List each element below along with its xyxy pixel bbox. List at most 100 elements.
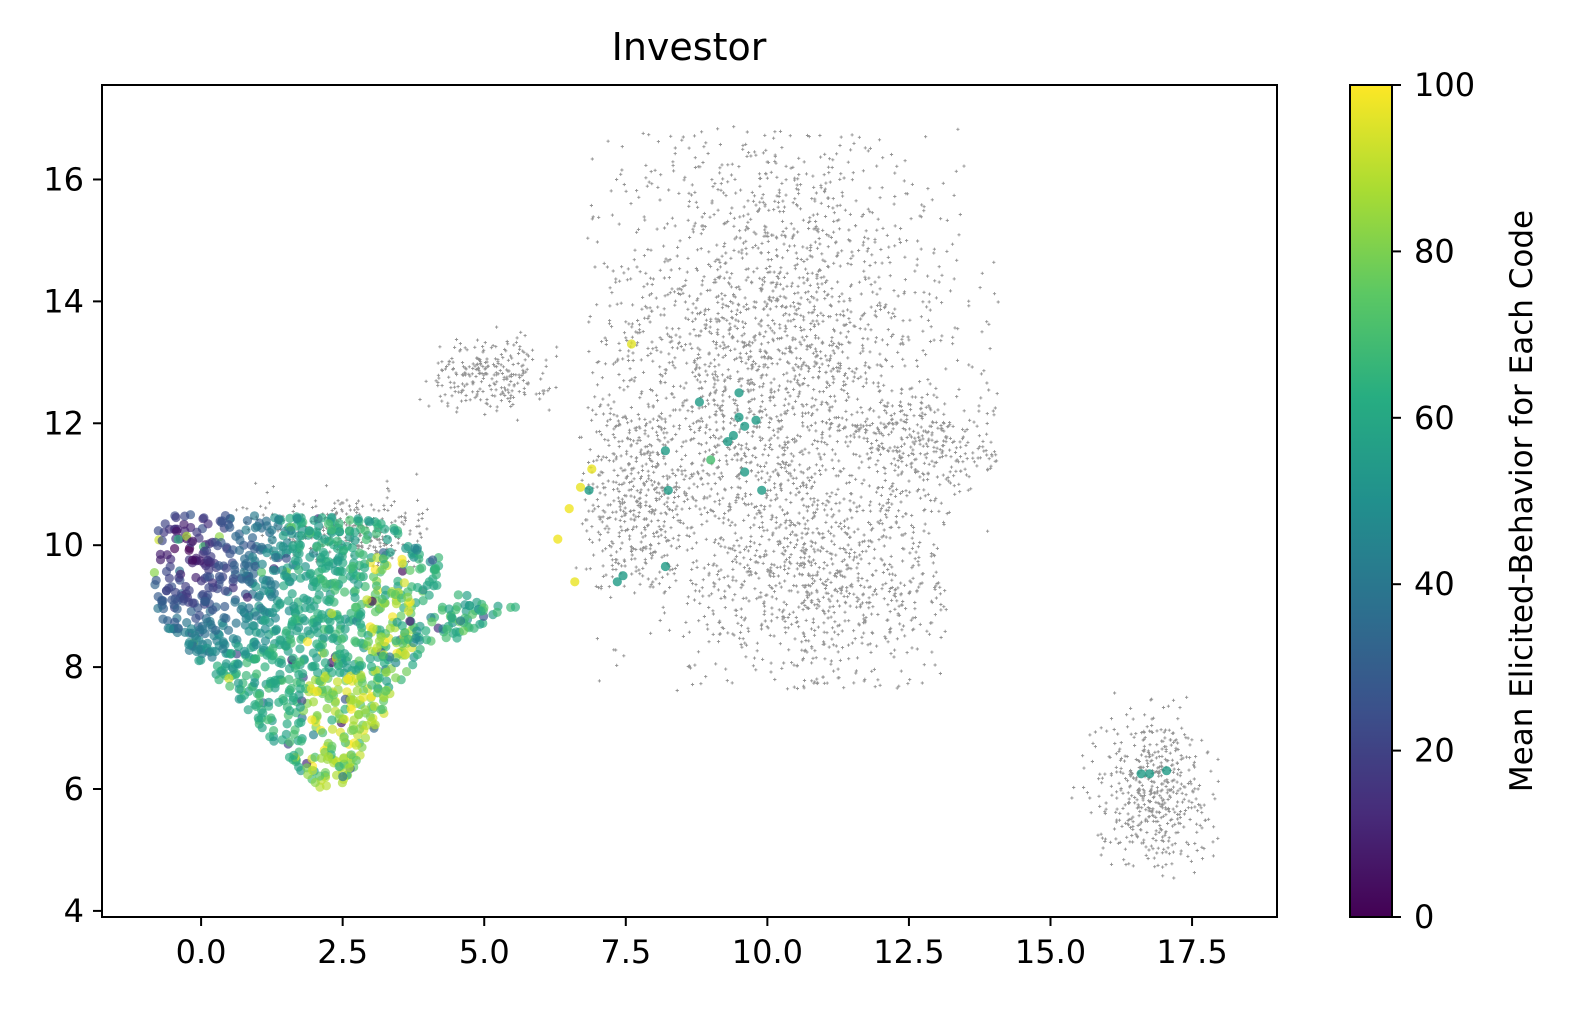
scatter-point xyxy=(200,596,210,606)
scatter-point xyxy=(314,567,324,577)
scatter-point xyxy=(312,582,322,592)
scatter-point xyxy=(214,571,224,582)
scatter-point xyxy=(160,519,170,529)
scatter-point xyxy=(296,531,307,541)
scatter-point xyxy=(429,581,439,591)
scatter-point xyxy=(184,585,194,596)
scatter-point xyxy=(202,572,212,582)
scatter-point xyxy=(401,543,411,554)
scatter-point xyxy=(345,515,355,525)
scatter-point xyxy=(391,673,401,683)
scatter-point xyxy=(282,719,292,729)
scatter-point xyxy=(179,519,189,529)
scatter-point xyxy=(327,715,337,725)
scatter-point xyxy=(251,640,261,650)
scatter-point xyxy=(288,572,298,582)
scatter-point xyxy=(740,421,750,431)
scatter-point xyxy=(294,539,304,549)
scatter-point xyxy=(295,702,305,712)
scatter-point xyxy=(389,526,400,536)
scatter-point xyxy=(455,616,466,626)
scatter-point xyxy=(256,567,267,577)
scatter-point xyxy=(376,519,386,529)
scatter-point xyxy=(213,541,223,551)
scatter-point xyxy=(325,616,335,627)
scatter-point xyxy=(233,641,243,652)
scatter-point xyxy=(575,482,586,492)
scatter-point xyxy=(723,437,733,447)
scatter-point xyxy=(254,690,265,701)
scatter-point xyxy=(158,614,168,624)
scatter-point xyxy=(340,624,350,634)
scatter-point xyxy=(184,640,194,650)
scatter-point xyxy=(218,644,228,654)
colorbar-tick-label: 40 xyxy=(1414,565,1455,603)
scatter-point xyxy=(296,717,306,728)
scatter-point xyxy=(214,561,224,571)
scatter-point xyxy=(194,656,204,666)
scatter-point xyxy=(334,527,345,537)
scatter-point xyxy=(219,613,229,623)
colorbar-gradient xyxy=(1349,84,1393,918)
scatter-point xyxy=(751,415,761,425)
scatter-point xyxy=(391,636,401,646)
scatter-point xyxy=(173,534,183,545)
scatter-point xyxy=(218,637,228,647)
scatter-point xyxy=(223,625,234,635)
scatter-point xyxy=(360,563,370,573)
scatter-point xyxy=(241,525,251,535)
colorbar-label: Mean Elicited-Behavior for Each Code xyxy=(1504,210,1540,792)
scatter-point xyxy=(706,455,716,465)
scatter-point xyxy=(294,762,304,772)
scatter-point xyxy=(408,660,418,670)
scatter-point xyxy=(305,604,315,614)
scatter-point xyxy=(217,517,227,528)
scatter-point xyxy=(350,527,360,537)
scatter-point xyxy=(274,657,284,668)
scatter-point xyxy=(267,535,277,545)
scatter-point xyxy=(304,526,314,536)
scatter-point xyxy=(170,587,180,597)
scatter-point xyxy=(353,579,363,590)
scatter-point xyxy=(208,605,218,615)
scatter-point xyxy=(274,697,284,708)
scatter-point xyxy=(225,522,235,533)
scatter-point xyxy=(312,595,322,605)
scatter-point xyxy=(188,598,198,608)
scatter-point xyxy=(1162,766,1172,776)
scatter-point xyxy=(241,649,251,659)
scatter-point xyxy=(244,603,254,613)
scatter-point xyxy=(338,714,348,724)
scatter-point xyxy=(230,597,240,607)
scatter-point xyxy=(286,525,296,536)
scatter-point xyxy=(320,658,330,668)
scatter-point xyxy=(335,566,345,576)
scatter-point xyxy=(268,608,278,618)
scatter-point xyxy=(202,546,212,556)
scatter-point xyxy=(410,543,420,553)
scatter-point xyxy=(350,592,360,603)
scatter-point xyxy=(161,586,172,596)
scatter-point xyxy=(360,705,370,715)
scatter-point xyxy=(378,651,388,662)
y-tick-label: 14 xyxy=(43,282,84,320)
scatter-point xyxy=(353,514,363,524)
scatter-point xyxy=(356,672,366,682)
scatter-point xyxy=(247,533,258,543)
scatter-point xyxy=(364,517,374,527)
scatter-point xyxy=(276,636,286,646)
scatter-point xyxy=(375,625,385,635)
scatter-point xyxy=(268,643,278,653)
scatter-point xyxy=(660,561,671,572)
scatter-point xyxy=(211,625,221,635)
scatter-point xyxy=(264,697,274,707)
scatter-point xyxy=(250,561,260,572)
scatter-point xyxy=(253,592,264,602)
colorbar: 0 20 40 60 80 100 Mean Elicited-Behavior for … xyxy=(1349,66,1540,936)
scatter-point xyxy=(367,680,377,690)
scatter-point xyxy=(339,733,349,743)
scatter-point xyxy=(285,634,295,644)
scatter-point xyxy=(358,692,368,703)
scatter-point xyxy=(273,515,284,525)
scatter-point xyxy=(346,750,356,760)
